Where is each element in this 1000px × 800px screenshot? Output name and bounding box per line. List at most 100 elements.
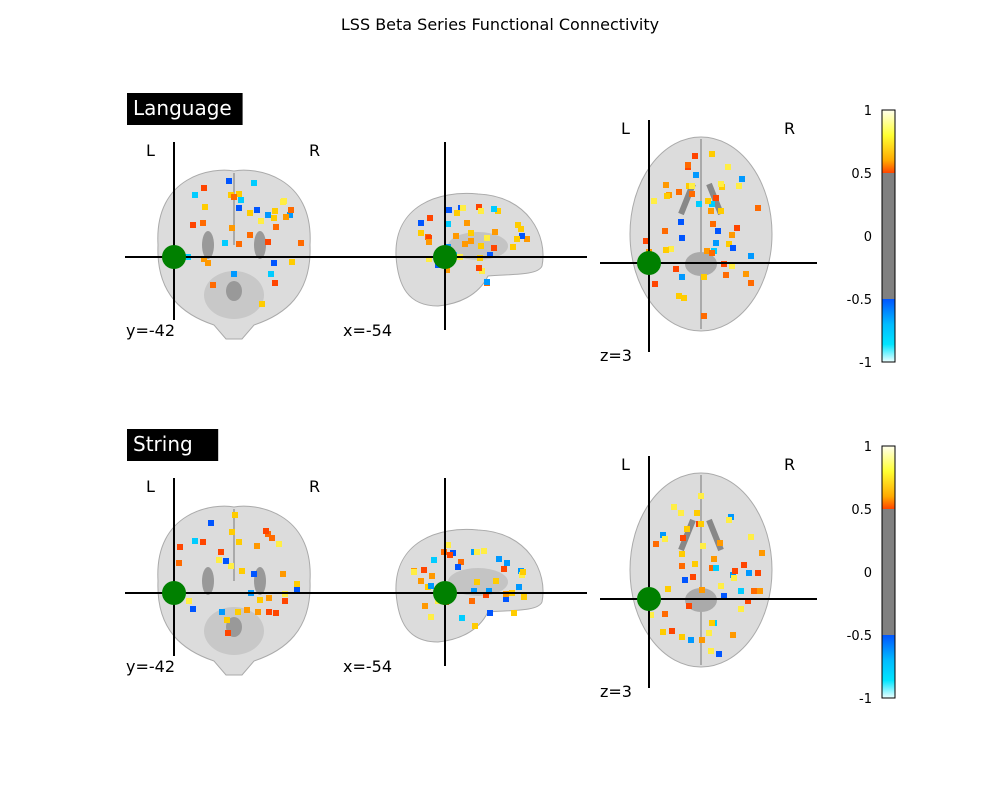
activation-voxel <box>247 210 253 216</box>
activation-voxel <box>298 240 304 246</box>
activation-voxel <box>273 224 279 230</box>
activation-voxel <box>519 233 525 239</box>
activation-voxel <box>705 198 711 204</box>
activation-voxel <box>745 598 751 604</box>
axial-coordinate-label: z=3 <box>600 346 632 365</box>
activation-voxel <box>718 583 724 589</box>
activation-voxel <box>706 630 712 636</box>
activation-voxel <box>699 637 705 643</box>
sagittal-view <box>395 192 544 307</box>
activation-voxel <box>510 244 516 250</box>
activation-voxel <box>205 260 211 266</box>
activation-voxel <box>177 544 183 550</box>
activation-voxel <box>692 153 698 159</box>
activation-voxel <box>676 189 682 195</box>
coronal-coordinate-label: y=-42 <box>126 657 175 676</box>
activation-voxel <box>210 282 216 288</box>
activation-voxel <box>223 558 229 564</box>
activation-voxel <box>418 230 424 236</box>
activation-voxel <box>201 185 207 191</box>
activation-voxel <box>520 569 526 575</box>
activation-voxel <box>273 610 279 616</box>
colorbar-tick-label: 1 <box>864 104 872 119</box>
activation-voxel <box>238 197 244 203</box>
activation-voxel <box>689 183 695 189</box>
activation-voxel <box>663 182 669 188</box>
activation-voxel <box>280 571 286 577</box>
activation-voxel <box>476 265 482 271</box>
sagittal-view <box>395 528 544 643</box>
activation-voxel <box>462 241 468 247</box>
activation-voxel <box>682 577 688 583</box>
activation-voxel <box>514 236 520 242</box>
activation-voxel <box>447 552 453 558</box>
panel-language: Language L Ry=-42 x=-54 L Rz=3 1 0.5 0 -0.5 -1 <box>125 93 896 371</box>
activation-voxel <box>503 596 509 602</box>
activation-voxel <box>741 562 747 568</box>
activation-voxel <box>686 603 692 609</box>
colorbar <box>881 109 896 363</box>
activation-voxel <box>721 593 727 599</box>
activation-voxel <box>200 539 206 545</box>
activation-voxel <box>176 560 182 566</box>
seed-marker <box>162 581 186 605</box>
activation-voxel <box>208 520 214 526</box>
activation-voxel <box>700 543 706 549</box>
activation-voxel <box>228 563 234 569</box>
activation-voxel <box>446 207 452 213</box>
activation-voxel <box>259 301 265 307</box>
activation-voxel <box>428 614 434 620</box>
activation-voxel <box>222 240 228 246</box>
activation-voxel <box>651 198 657 204</box>
activation-voxel <box>453 233 459 239</box>
activation-voxel <box>426 256 432 262</box>
activation-voxel <box>294 581 300 587</box>
activation-voxel <box>429 573 435 579</box>
colorbar-tick-label: 0.5 <box>851 167 872 182</box>
activation-voxel <box>746 570 752 576</box>
activation-voxel <box>676 293 682 299</box>
activation-voxel <box>709 620 715 626</box>
activation-voxel <box>487 610 493 616</box>
activation-voxel <box>711 556 717 562</box>
activation-voxel <box>748 280 754 286</box>
activation-voxel <box>459 615 465 621</box>
brain-ventricle <box>254 231 266 259</box>
activation-voxel <box>232 512 238 518</box>
activation-voxel <box>190 222 196 228</box>
activation-voxel <box>288 207 294 213</box>
activation-voxel <box>282 598 288 604</box>
colorbar-tick-label: -0.5 <box>847 629 872 644</box>
orientation-left-label: L <box>621 455 630 474</box>
activation-voxel <box>289 259 295 265</box>
colorbar-tick-label: 0 <box>864 230 872 245</box>
orientation-left-label: L <box>621 119 630 138</box>
activation-voxel <box>271 260 277 266</box>
activation-voxel <box>693 172 699 178</box>
activation-voxel <box>748 253 754 259</box>
sagittal-coordinate-label: x=-54 <box>343 321 392 340</box>
activation-voxel <box>231 194 237 200</box>
activation-voxel <box>266 595 272 601</box>
activation-voxel <box>681 295 687 301</box>
panel-label-box <box>127 93 243 125</box>
activation-voxel <box>271 215 277 221</box>
activation-voxel <box>738 588 744 594</box>
seed-marker <box>433 581 457 605</box>
activation-voxel <box>468 230 474 236</box>
activation-voxel <box>236 205 242 211</box>
activation-voxel <box>235 609 241 615</box>
figure-title: LSS Beta Series Functional Connectivity <box>341 15 659 34</box>
activation-voxel <box>427 215 433 221</box>
activation-voxel <box>692 561 698 567</box>
activation-voxel <box>495 208 501 214</box>
activation-voxel <box>265 239 271 245</box>
activation-voxel <box>729 263 735 269</box>
activation-voxel <box>709 250 715 256</box>
activation-voxel <box>662 536 668 542</box>
activation-voxel <box>229 529 235 535</box>
activation-voxel <box>757 588 763 594</box>
activation-voxel <box>190 606 196 612</box>
activation-voxel <box>266 609 272 615</box>
activation-voxel <box>669 628 675 634</box>
